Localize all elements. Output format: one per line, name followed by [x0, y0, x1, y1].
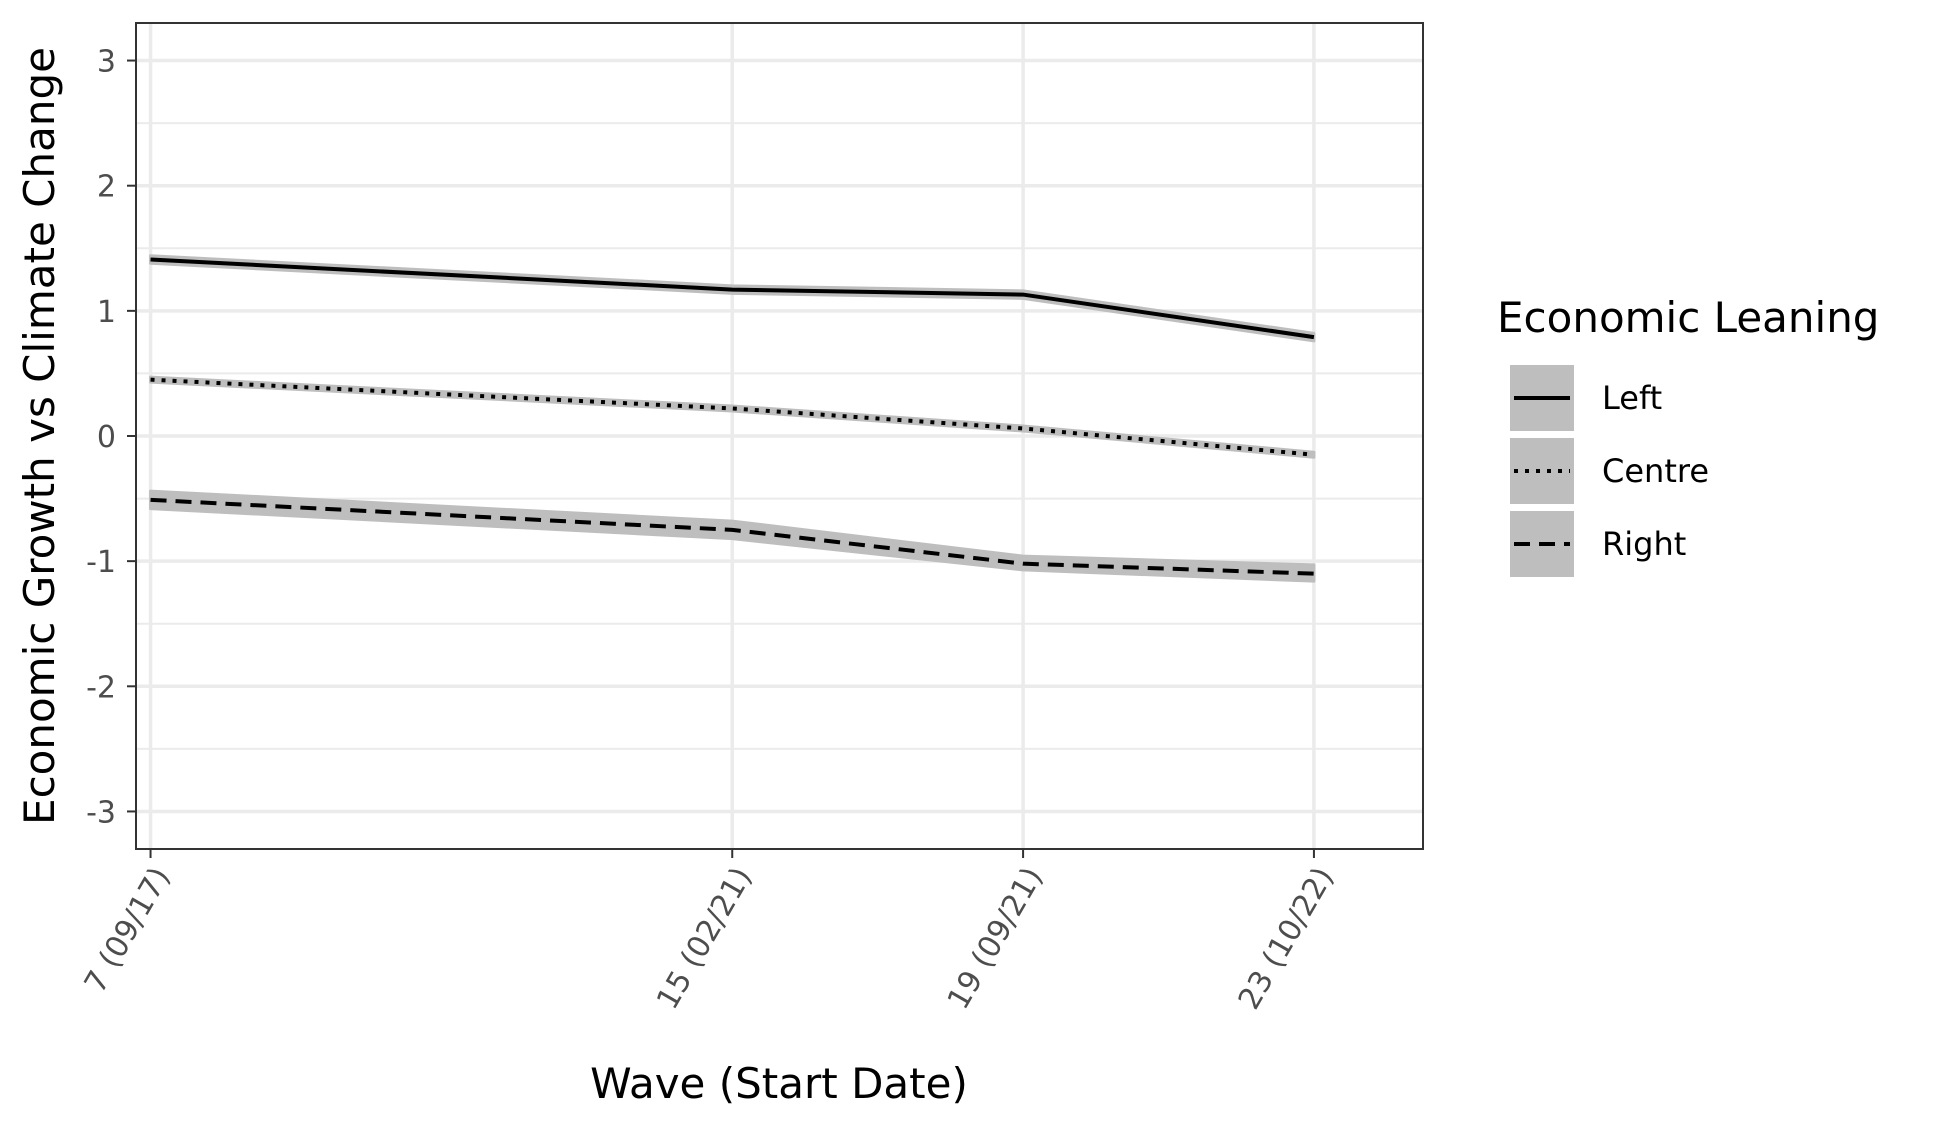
- legend-label-right: Right: [1602, 525, 1686, 563]
- line-right: [150, 497, 1315, 576]
- grid-lines: [136, 23, 1423, 849]
- legend-label-centre: Centre: [1602, 452, 1709, 490]
- legend-label-left: Left: [1602, 379, 1662, 417]
- y-tick-label: 1: [97, 295, 116, 330]
- series-lines: [150, 257, 1315, 576]
- legend-key-centre: [1510, 438, 1574, 504]
- y-tick-label: -1: [86, 545, 116, 580]
- x-tick-label: 15 (02/21): [650, 862, 759, 1016]
- ribbon-left: [149, 254, 1316, 343]
- x-axis: 7 (09/17) 15 (02/21) 19 (09/21) 23 (10/22): [78, 849, 1341, 1015]
- y-tick-label: -3: [86, 795, 116, 830]
- y-axis-title: Economic Growth vs Climate Change: [15, 47, 64, 825]
- x-axis-title: Wave (Start Date): [590, 1059, 968, 1108]
- confidence-ribbons: [149, 254, 1316, 583]
- line-left: [150, 257, 1315, 340]
- ribbon-right: [149, 489, 1316, 583]
- y-tick-label: 2: [97, 170, 116, 205]
- x-tick-label: 7 (09/17): [78, 862, 178, 999]
- legend-title: Economic Leaning: [1497, 293, 1879, 342]
- x-tick-label: 19 (09/21): [941, 862, 1050, 1016]
- ribbon-centre: [149, 375, 1316, 459]
- y-tick-label: 0: [97, 420, 116, 455]
- y-tick-label: -2: [86, 670, 116, 705]
- y-axis: -3 -2 -1 0 1 2 3: [86, 45, 136, 830]
- legend: Economic Leaning Left Centre Right: [1497, 293, 1879, 577]
- y-tick-label: 3: [97, 45, 116, 80]
- x-tick-label: 23 (10/22): [1232, 862, 1341, 1016]
- line-centre: [150, 377, 1315, 457]
